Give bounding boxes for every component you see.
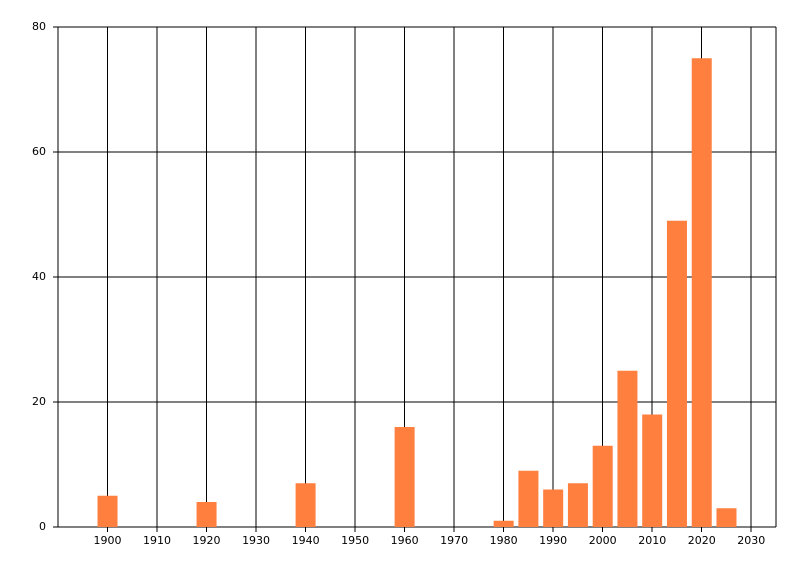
x-tick-label: 1900 — [94, 534, 122, 547]
bar — [666, 220, 687, 527]
bar — [642, 414, 663, 527]
bar — [543, 489, 564, 527]
bar — [691, 58, 712, 527]
bar — [567, 483, 588, 527]
x-tick-label: 1920 — [193, 534, 221, 547]
bar — [394, 427, 415, 527]
x-tick-label: 1950 — [341, 534, 369, 547]
bar — [592, 445, 613, 527]
y-tick-label: 40 — [32, 270, 46, 283]
x-tick-label: 1960 — [391, 534, 419, 547]
y-tick-label: 0 — [39, 520, 46, 533]
x-tick-label: 2010 — [638, 534, 666, 547]
bar — [716, 508, 737, 527]
x-tick-label: 1930 — [242, 534, 270, 547]
bar — [518, 470, 539, 527]
bar — [493, 520, 514, 527]
bar — [617, 370, 638, 527]
bar — [295, 483, 316, 527]
x-tick-label: 2020 — [688, 534, 716, 547]
bar — [97, 495, 118, 527]
x-tick-label: 1990 — [539, 534, 567, 547]
y-tick-label: 80 — [32, 20, 46, 33]
y-tick-label: 20 — [32, 395, 46, 408]
x-tick-label: 1910 — [143, 534, 171, 547]
x-tick-label: 1980 — [490, 534, 518, 547]
x-tick-label: 1970 — [440, 534, 468, 547]
x-tick-label: 2000 — [589, 534, 617, 547]
y-tick-label: 60 — [32, 145, 46, 158]
bar — [196, 502, 217, 527]
x-tick-label: 1940 — [292, 534, 320, 547]
x-tick-label: 2030 — [737, 534, 765, 547]
